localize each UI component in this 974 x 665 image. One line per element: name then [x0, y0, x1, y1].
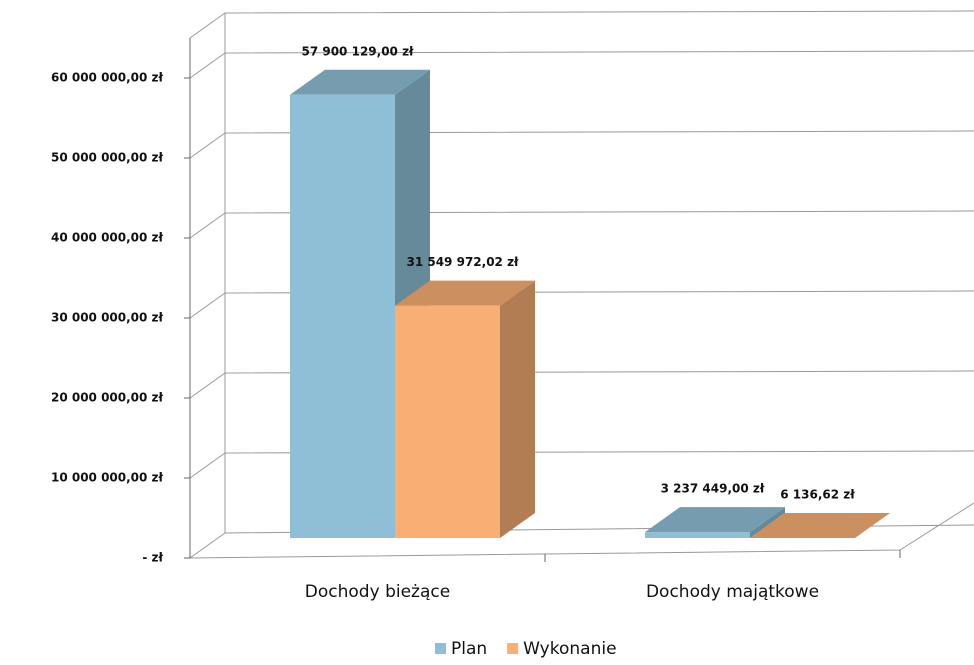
y-tick-label: 50 000 000,00 zł	[51, 151, 164, 165]
bar	[290, 94, 395, 539]
y-tick-label: 60 000 000,00 zł	[51, 71, 164, 85]
grid-line	[189, 450, 974, 479]
grid-line	[189, 290, 974, 319]
y-tick-label: - zł	[142, 551, 163, 565]
bar	[645, 532, 750, 538]
value-label: 6 136,62 zł	[780, 488, 855, 502]
x-tick-label: Dochody bieżące	[305, 582, 450, 602]
bar	[395, 305, 500, 538]
grid-line	[189, 130, 974, 159]
bar-top	[750, 513, 890, 538]
legend-label: Wykonanie	[523, 639, 616, 659]
bar-side	[750, 507, 785, 538]
bar-top	[645, 507, 785, 533]
y-tick-label: 30 000 000,00 zł	[51, 311, 164, 325]
bar-top	[395, 280, 535, 306]
y-tick-label: 10 000 000,00 zł	[51, 471, 164, 485]
value-label: 31 549 972,02 zł	[406, 255, 519, 269]
value-label: 3 237 449,00 zł	[661, 482, 765, 496]
bar-top	[290, 69, 430, 95]
y-tick-label: 40 000 000,00 zł	[51, 231, 164, 245]
grid-line	[189, 50, 974, 79]
grid-line	[189, 370, 974, 399]
y-tick-label: 20 000 000,00 zł	[51, 391, 164, 405]
grid-line	[189, 210, 974, 239]
legend-swatch	[435, 643, 446, 654]
legend-label: Plan	[451, 639, 487, 659]
side-wall	[189, 12, 226, 558]
value-label: 57 900 129,00 zł	[301, 44, 414, 58]
bar-side	[500, 280, 535, 538]
x-tick-label: Dochody majątkowe	[646, 582, 819, 602]
legend-swatch	[507, 643, 519, 654]
